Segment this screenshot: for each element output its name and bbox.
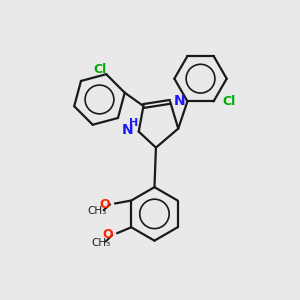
Text: N: N	[122, 123, 134, 137]
Text: Cl: Cl	[222, 95, 235, 108]
Text: Cl: Cl	[93, 63, 106, 76]
Text: CH₃: CH₃	[88, 206, 107, 216]
Text: O: O	[102, 228, 112, 241]
Text: N: N	[174, 94, 185, 108]
Text: H: H	[129, 118, 139, 128]
Text: O: O	[100, 198, 110, 211]
Text: CH₃: CH₃	[91, 238, 110, 248]
